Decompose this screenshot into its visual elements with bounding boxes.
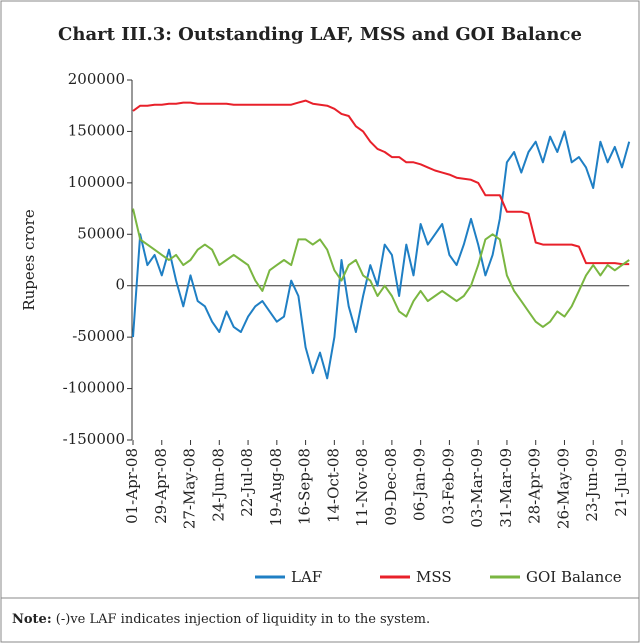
x-tick-label: 29-Apr-08	[152, 448, 170, 524]
x-tick-label: 19-Aug-08	[267, 448, 285, 526]
y-axis-label: Rupees crore	[20, 209, 38, 311]
y-tick-label: -150000	[63, 430, 125, 448]
y-tick-label: -100000	[63, 379, 125, 397]
x-tick-label: 22-Jul-08	[238, 448, 256, 517]
x-tick-label: 27-May-08	[181, 448, 199, 529]
legend-label: LAF	[291, 568, 322, 586]
x-tick-label: 03-Mar-09	[468, 448, 486, 528]
y-tick-label: 200000	[68, 70, 125, 88]
x-tick-label: 23-Jun-09	[583, 448, 601, 522]
x-tick-label: 21-Jul-09	[612, 448, 630, 517]
x-tick-label: 01-Apr-08	[123, 448, 141, 524]
series-line	[132, 208, 630, 328]
x-tick-label: 14-Oct-08	[324, 448, 342, 523]
legend-label: MSS	[416, 568, 452, 586]
y-tick-label: 0	[115, 276, 125, 294]
series-line	[132, 99, 630, 266]
y-tick-label: 100000	[68, 173, 125, 191]
x-tick-label: 26-May-09	[554, 448, 572, 529]
x-tick-label: 06-Jan-09	[411, 448, 429, 521]
y-tick-label: 150000	[68, 121, 125, 139]
chart-title: Chart III.3: Outstanding LAF, MSS and GO…	[58, 24, 582, 45]
y-tick-label: 50000	[77, 224, 125, 242]
x-tick-label: 24-Jun-08	[209, 448, 227, 522]
x-tick-label: 11-Nov-08	[353, 448, 371, 527]
note-text: (-)ve LAF indicates injection of liquidi…	[56, 612, 430, 627]
x-tick-label: 03-Feb-09	[439, 448, 457, 524]
x-tick-label: 31-Mar-09	[497, 448, 515, 528]
note: Note: (-)ve LAF indicates injection of l…	[12, 612, 430, 627]
x-tick-label: 09-Dec-08	[382, 448, 400, 526]
note-label: Note:	[12, 612, 52, 627]
y-tick-label: -50000	[72, 327, 125, 345]
series-line	[132, 130, 631, 380]
x-tick-label: 16-Sep-08	[296, 448, 314, 525]
x-tick-label: 28-Apr-09	[526, 448, 544, 524]
legend-label: GOI Balance	[526, 568, 622, 586]
